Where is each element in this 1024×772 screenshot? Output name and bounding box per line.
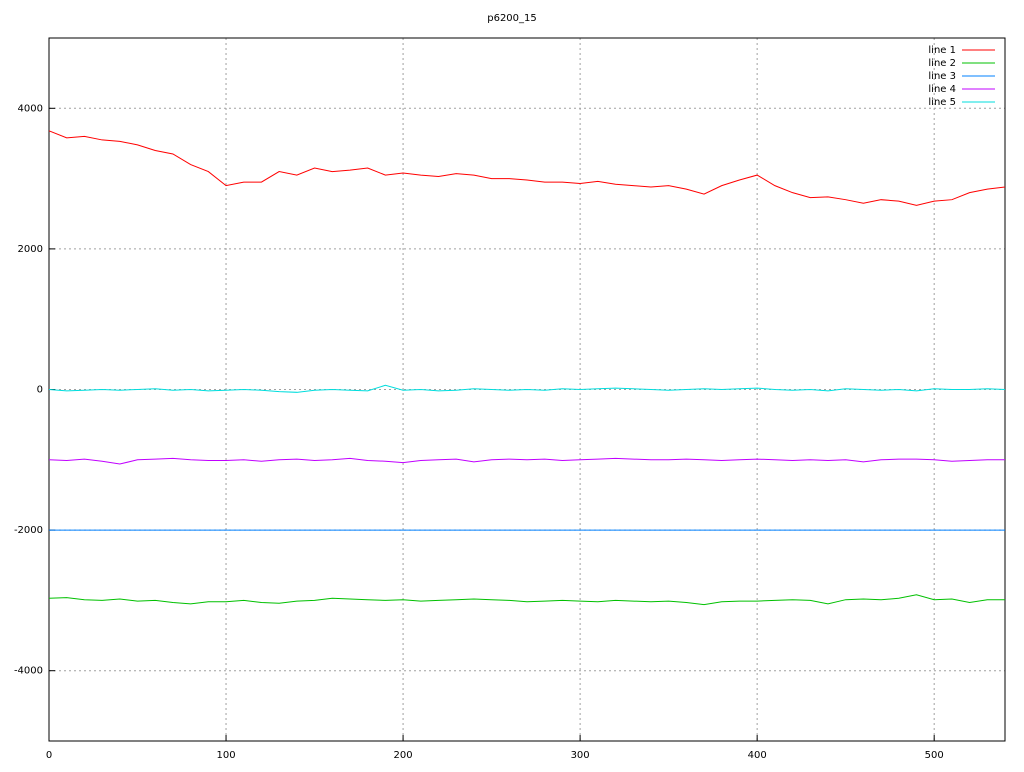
legend-label: line 1 [928,45,956,56]
legend-label: line 2 [928,58,956,69]
y-tick-label: 4000 [18,103,43,114]
chart-title: p6200_15 [487,13,537,24]
legend-label: line 5 [928,97,956,108]
legend-label: line 4 [928,84,956,95]
y-tick-label: 2000 [18,244,43,255]
data-line [48,130,1006,206]
y-tick-label: -2000 [14,525,43,536]
data-line [48,594,1005,606]
x-tick-label: 200 [394,750,413,761]
x-tick-label: 400 [748,750,767,761]
x-tick-label: 100 [216,750,235,761]
x-tick-label: 300 [571,750,590,761]
data-line [48,384,1006,393]
x-tick-label: 0 [46,750,52,761]
y-tick-label: 0 [37,385,43,396]
y-tick-label: -4000 [14,666,43,677]
data-line [48,457,1005,465]
legend-label: line 3 [928,71,956,82]
x-tick-label: 500 [925,750,944,761]
